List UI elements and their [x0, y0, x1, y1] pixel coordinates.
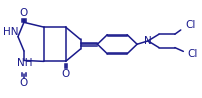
Text: O: O: [61, 69, 70, 79]
Text: Cl: Cl: [187, 49, 198, 59]
Text: HN: HN: [3, 27, 19, 37]
Text: O: O: [20, 8, 28, 18]
Text: O: O: [20, 78, 28, 88]
Text: Cl: Cl: [185, 20, 196, 30]
Text: N: N: [144, 36, 152, 46]
Text: NH: NH: [17, 58, 33, 68]
